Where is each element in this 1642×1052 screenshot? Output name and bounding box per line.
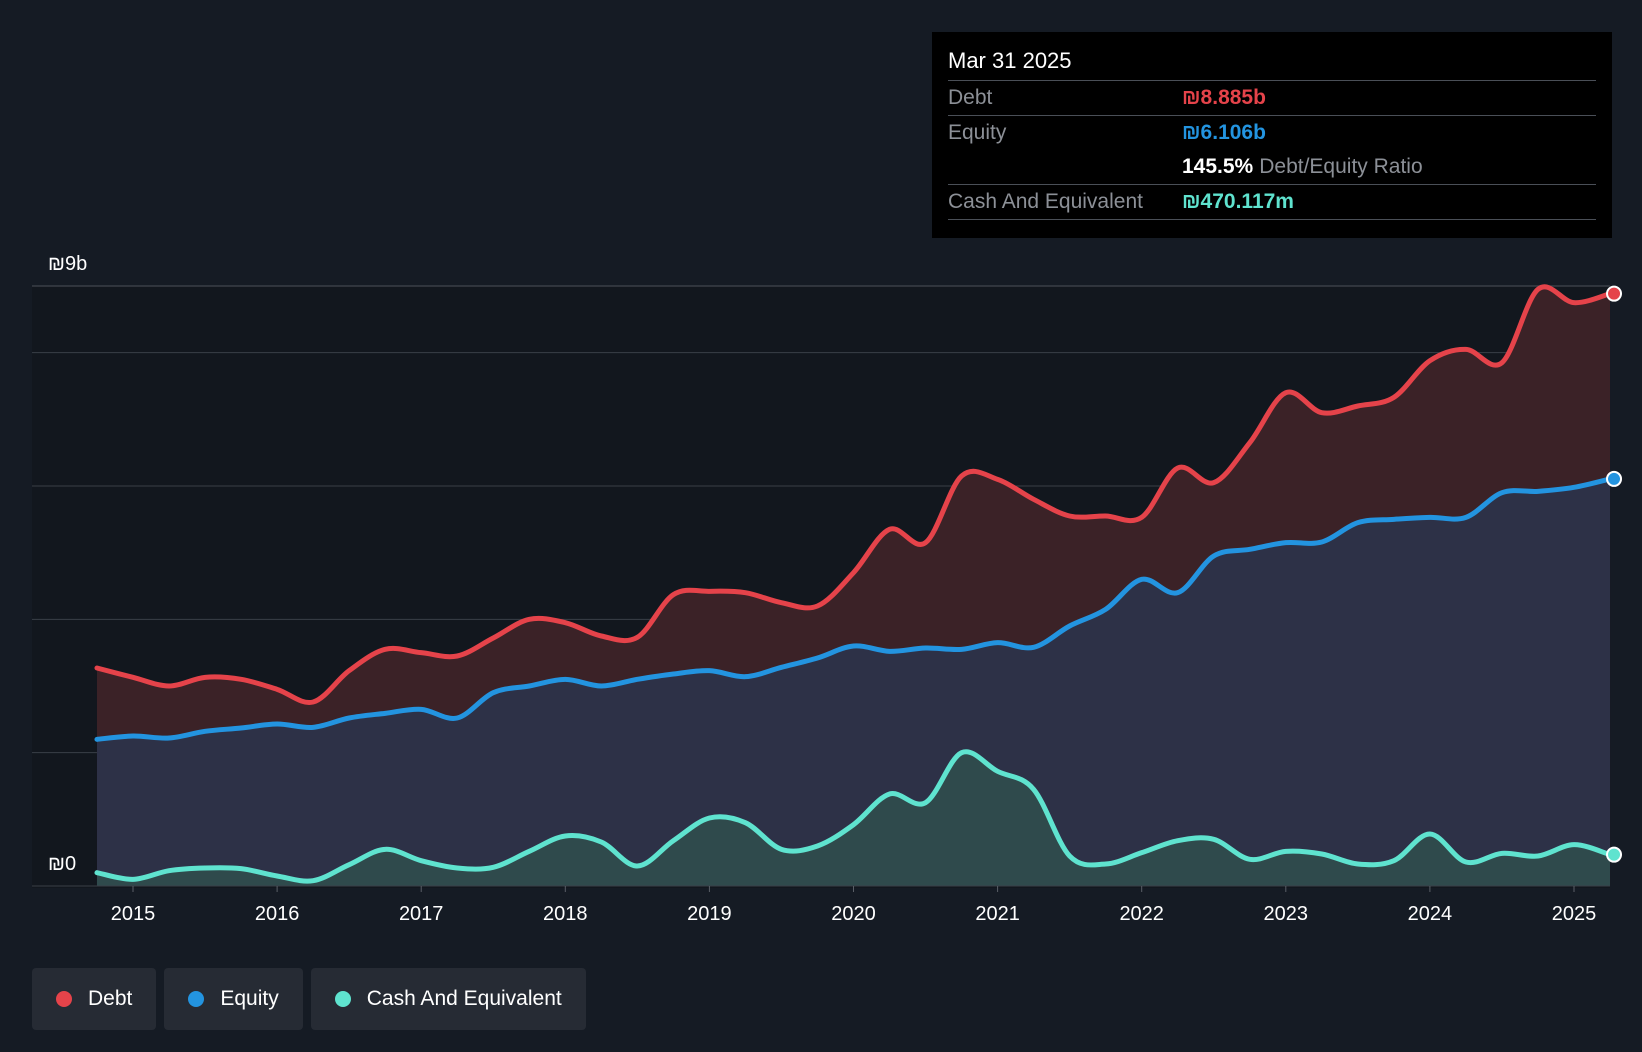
x-tick-label: 2015 [111, 903, 156, 925]
tooltip-cash-row: Cash And Equivalent ₪470.117m [948, 184, 1596, 220]
x-tick-label: 2016 [255, 903, 300, 925]
cash-dot-icon [334, 991, 351, 1007]
tooltip-ratio-row: 145.5% Debt/Equity Ratio [948, 150, 1596, 184]
tooltip-ratio-label: Debt/Equity Ratio [1259, 155, 1423, 178]
equity-line [94, 476, 1613, 742]
data-tooltip: Mar 31 2025 Debt ₪8.885b Equity ₪6.106b … [932, 32, 1612, 238]
debt-dot-icon [56, 991, 72, 1007]
legend-cash-label: Cash And Equivalent [366, 987, 562, 1010]
x-tick-label: 2021 [975, 903, 1020, 925]
tooltip-debt-label: Debt [948, 86, 993, 109]
legend-item-equity[interactable]: Equity [164, 968, 303, 1030]
y-axis-bottom-label: ₪0 [48, 853, 76, 875]
equity-area [96, 478, 1611, 886]
tooltip-equity-value: ₪6.106b [1182, 121, 1266, 144]
x-tick-label: 2017 [399, 903, 444, 925]
x-tick-label: 2022 [1119, 903, 1164, 925]
tooltip-date: Mar 31 2025 [948, 48, 1072, 73]
y-axis-top-label: ₪9b [48, 253, 87, 275]
tooltip-equity-label: Equity [948, 121, 1007, 144]
debt-line [94, 284, 1613, 705]
tooltip-debt-row: Debt ₪8.885b [948, 80, 1596, 115]
tooltip-equity-row: Equity ₪6.106b [948, 115, 1596, 150]
x-tick-label: 2025 [1552, 903, 1597, 925]
x-tick-label: 2019 [687, 903, 732, 925]
tooltip-cash-label: Cash And Equivalent [948, 190, 1143, 213]
series-end-dots [1606, 285, 1623, 863]
legend-item-cash[interactable]: Cash And Equivalent [310, 968, 586, 1030]
x-tick-label: 2018 [543, 903, 588, 925]
equity-dot-icon [188, 991, 205, 1007]
legend-item-debt[interactable]: Debt [32, 968, 157, 1030]
cash-end-point[interactable] [1606, 846, 1623, 863]
cash-line [94, 749, 1613, 884]
tooltip-debt-value: ₪8.885b [1182, 86, 1266, 109]
legend-equity-label: Equity [220, 987, 279, 1010]
tooltip-ratio-value: 145.5% [1182, 155, 1254, 178]
debt-end-point[interactable] [1606, 285, 1623, 302]
tooltip-ratio: 145.5% Debt/Equity Ratio [1182, 150, 1423, 184]
legend-debt-label: Debt [88, 987, 133, 1010]
x-tick-label: 2020 [831, 903, 876, 925]
x-tick-label: 2024 [1408, 903, 1453, 925]
chart-legend: Debt Equity Cash And Equivalent [32, 968, 586, 1030]
equity-end-point[interactable] [1606, 470, 1623, 487]
series-lines [94, 284, 1613, 884]
x-axis-ticks: 2015 2016 2017 2018 2019 2020 2021 2022 2023 2024… [32, 885, 1610, 925]
tooltip-cash-value: ₪470.117m [1182, 190, 1294, 213]
x-tick-label: 2023 [1264, 903, 1309, 925]
